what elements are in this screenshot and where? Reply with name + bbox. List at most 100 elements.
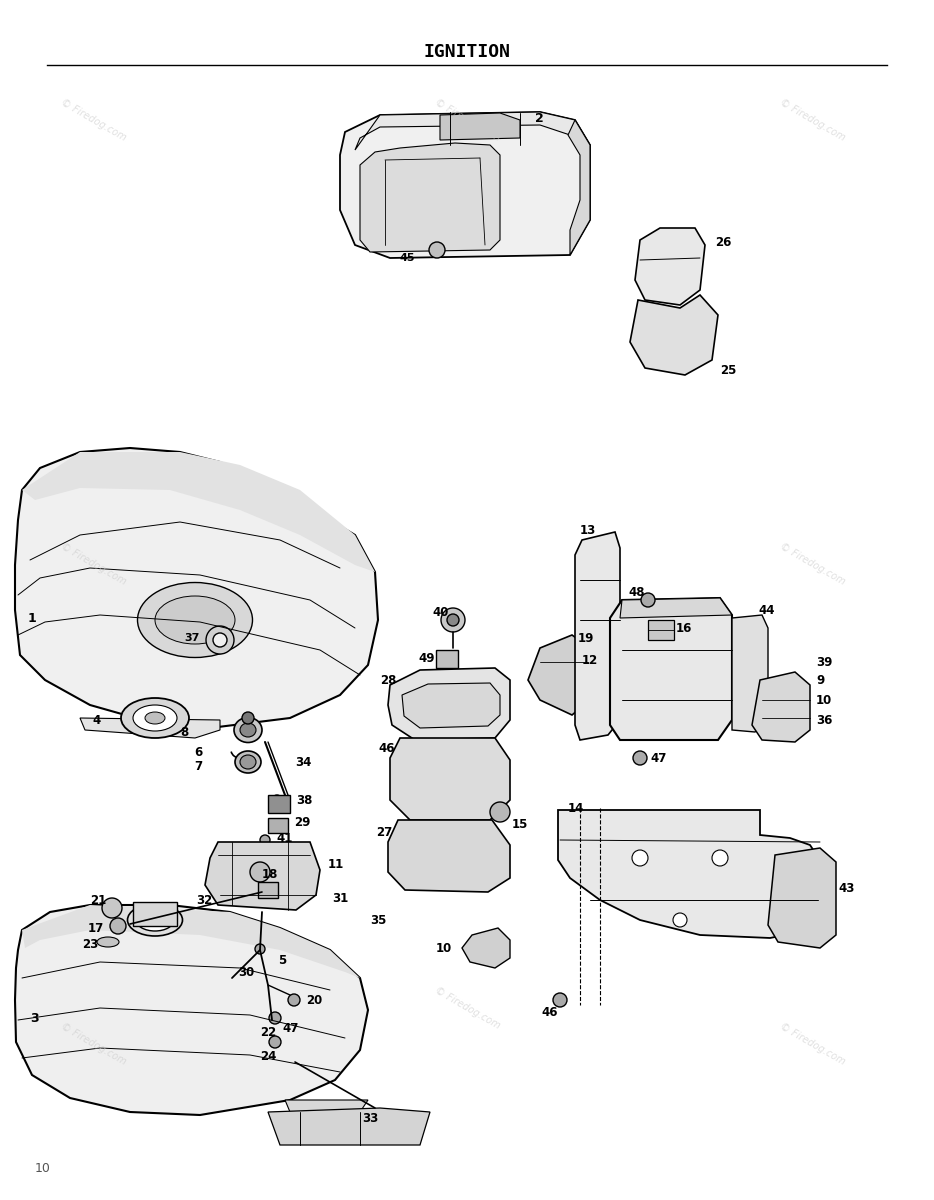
Ellipse shape bbox=[133, 704, 177, 731]
Text: 14: 14 bbox=[568, 802, 585, 815]
Polygon shape bbox=[528, 635, 590, 715]
Circle shape bbox=[712, 850, 728, 866]
Text: 29: 29 bbox=[294, 816, 310, 828]
Text: 44: 44 bbox=[758, 604, 774, 617]
Polygon shape bbox=[360, 143, 500, 252]
Text: 10: 10 bbox=[816, 694, 832, 707]
Text: 16: 16 bbox=[676, 622, 692, 635]
Text: 18: 18 bbox=[262, 868, 278, 881]
Circle shape bbox=[441, 608, 465, 632]
Text: 46: 46 bbox=[378, 742, 394, 755]
Text: 11: 11 bbox=[328, 858, 345, 871]
Polygon shape bbox=[15, 905, 368, 1115]
Circle shape bbox=[269, 1012, 281, 1024]
Text: 19: 19 bbox=[578, 631, 594, 644]
Text: IGNITION: IGNITION bbox=[423, 43, 511, 61]
Text: 10: 10 bbox=[35, 1162, 50, 1175]
Text: 49: 49 bbox=[418, 652, 434, 665]
Ellipse shape bbox=[240, 722, 256, 737]
Circle shape bbox=[269, 1036, 281, 1048]
Polygon shape bbox=[80, 718, 220, 738]
Text: 1: 1 bbox=[28, 612, 36, 624]
Text: 17: 17 bbox=[88, 922, 105, 935]
Text: © Firedog.com: © Firedog.com bbox=[59, 541, 128, 587]
Text: © Firedog.com: © Firedog.com bbox=[59, 97, 128, 143]
Text: 26: 26 bbox=[715, 235, 731, 248]
Ellipse shape bbox=[155, 596, 235, 644]
Text: 3: 3 bbox=[30, 1012, 38, 1025]
Text: 48: 48 bbox=[628, 586, 644, 599]
Text: 34: 34 bbox=[295, 756, 311, 768]
Text: 27: 27 bbox=[376, 826, 392, 839]
Text: 47: 47 bbox=[282, 1021, 298, 1034]
Circle shape bbox=[288, 994, 300, 1006]
Text: 30: 30 bbox=[238, 966, 254, 978]
Circle shape bbox=[242, 712, 254, 724]
Polygon shape bbox=[355, 112, 590, 150]
Text: 23: 23 bbox=[82, 937, 98, 950]
Text: 9: 9 bbox=[816, 673, 824, 686]
Text: © Firedog.com: © Firedog.com bbox=[59, 1021, 128, 1067]
Text: 47: 47 bbox=[650, 751, 666, 764]
Text: 43: 43 bbox=[838, 882, 855, 894]
Circle shape bbox=[213, 634, 227, 647]
Text: 39: 39 bbox=[816, 655, 832, 668]
Text: 22: 22 bbox=[260, 1026, 276, 1038]
Circle shape bbox=[272, 794, 282, 805]
Text: 41: 41 bbox=[276, 832, 292, 845]
Circle shape bbox=[641, 593, 655, 607]
Polygon shape bbox=[22, 905, 360, 978]
Polygon shape bbox=[340, 112, 590, 258]
Text: 12: 12 bbox=[582, 654, 598, 666]
Ellipse shape bbox=[128, 904, 182, 936]
Polygon shape bbox=[388, 820, 510, 892]
Ellipse shape bbox=[97, 937, 119, 947]
Circle shape bbox=[429, 242, 445, 258]
Text: 15: 15 bbox=[512, 818, 529, 832]
Polygon shape bbox=[440, 113, 520, 140]
Text: 7: 7 bbox=[194, 760, 202, 773]
Polygon shape bbox=[568, 120, 590, 254]
Circle shape bbox=[553, 994, 567, 1007]
Ellipse shape bbox=[121, 698, 189, 738]
Ellipse shape bbox=[137, 582, 252, 658]
Circle shape bbox=[447, 614, 459, 626]
Polygon shape bbox=[575, 532, 620, 740]
Text: 33: 33 bbox=[362, 1111, 378, 1124]
Polygon shape bbox=[610, 598, 732, 740]
Ellipse shape bbox=[136, 910, 174, 931]
Text: 5: 5 bbox=[278, 954, 286, 966]
Text: © Firedog.com: © Firedog.com bbox=[778, 541, 847, 587]
Circle shape bbox=[632, 850, 648, 866]
Text: 8: 8 bbox=[180, 726, 189, 738]
Text: 21: 21 bbox=[90, 894, 106, 906]
Polygon shape bbox=[268, 1108, 430, 1145]
Text: 36: 36 bbox=[816, 714, 832, 726]
Text: 38: 38 bbox=[296, 793, 312, 806]
Polygon shape bbox=[732, 614, 768, 732]
Polygon shape bbox=[22, 452, 375, 572]
Text: 32: 32 bbox=[196, 894, 212, 906]
Circle shape bbox=[264, 1019, 276, 1031]
Polygon shape bbox=[558, 810, 820, 938]
Polygon shape bbox=[620, 598, 732, 618]
Ellipse shape bbox=[235, 751, 261, 773]
Ellipse shape bbox=[234, 718, 262, 743]
Text: 2: 2 bbox=[535, 112, 544, 125]
Polygon shape bbox=[390, 738, 510, 820]
Text: 45: 45 bbox=[400, 253, 415, 263]
Text: 40: 40 bbox=[432, 606, 448, 618]
Text: 6: 6 bbox=[194, 745, 203, 758]
Ellipse shape bbox=[240, 755, 256, 769]
Text: © Firedog.com: © Firedog.com bbox=[778, 97, 847, 143]
Circle shape bbox=[490, 802, 510, 822]
Circle shape bbox=[673, 913, 687, 926]
Text: © Firedog.com: © Firedog.com bbox=[432, 985, 502, 1031]
Bar bbox=[268, 818, 288, 833]
Circle shape bbox=[206, 626, 234, 654]
Bar bbox=[133, 902, 177, 926]
Polygon shape bbox=[752, 672, 810, 742]
Polygon shape bbox=[402, 683, 500, 728]
Bar bbox=[436, 650, 458, 668]
Polygon shape bbox=[15, 448, 378, 728]
